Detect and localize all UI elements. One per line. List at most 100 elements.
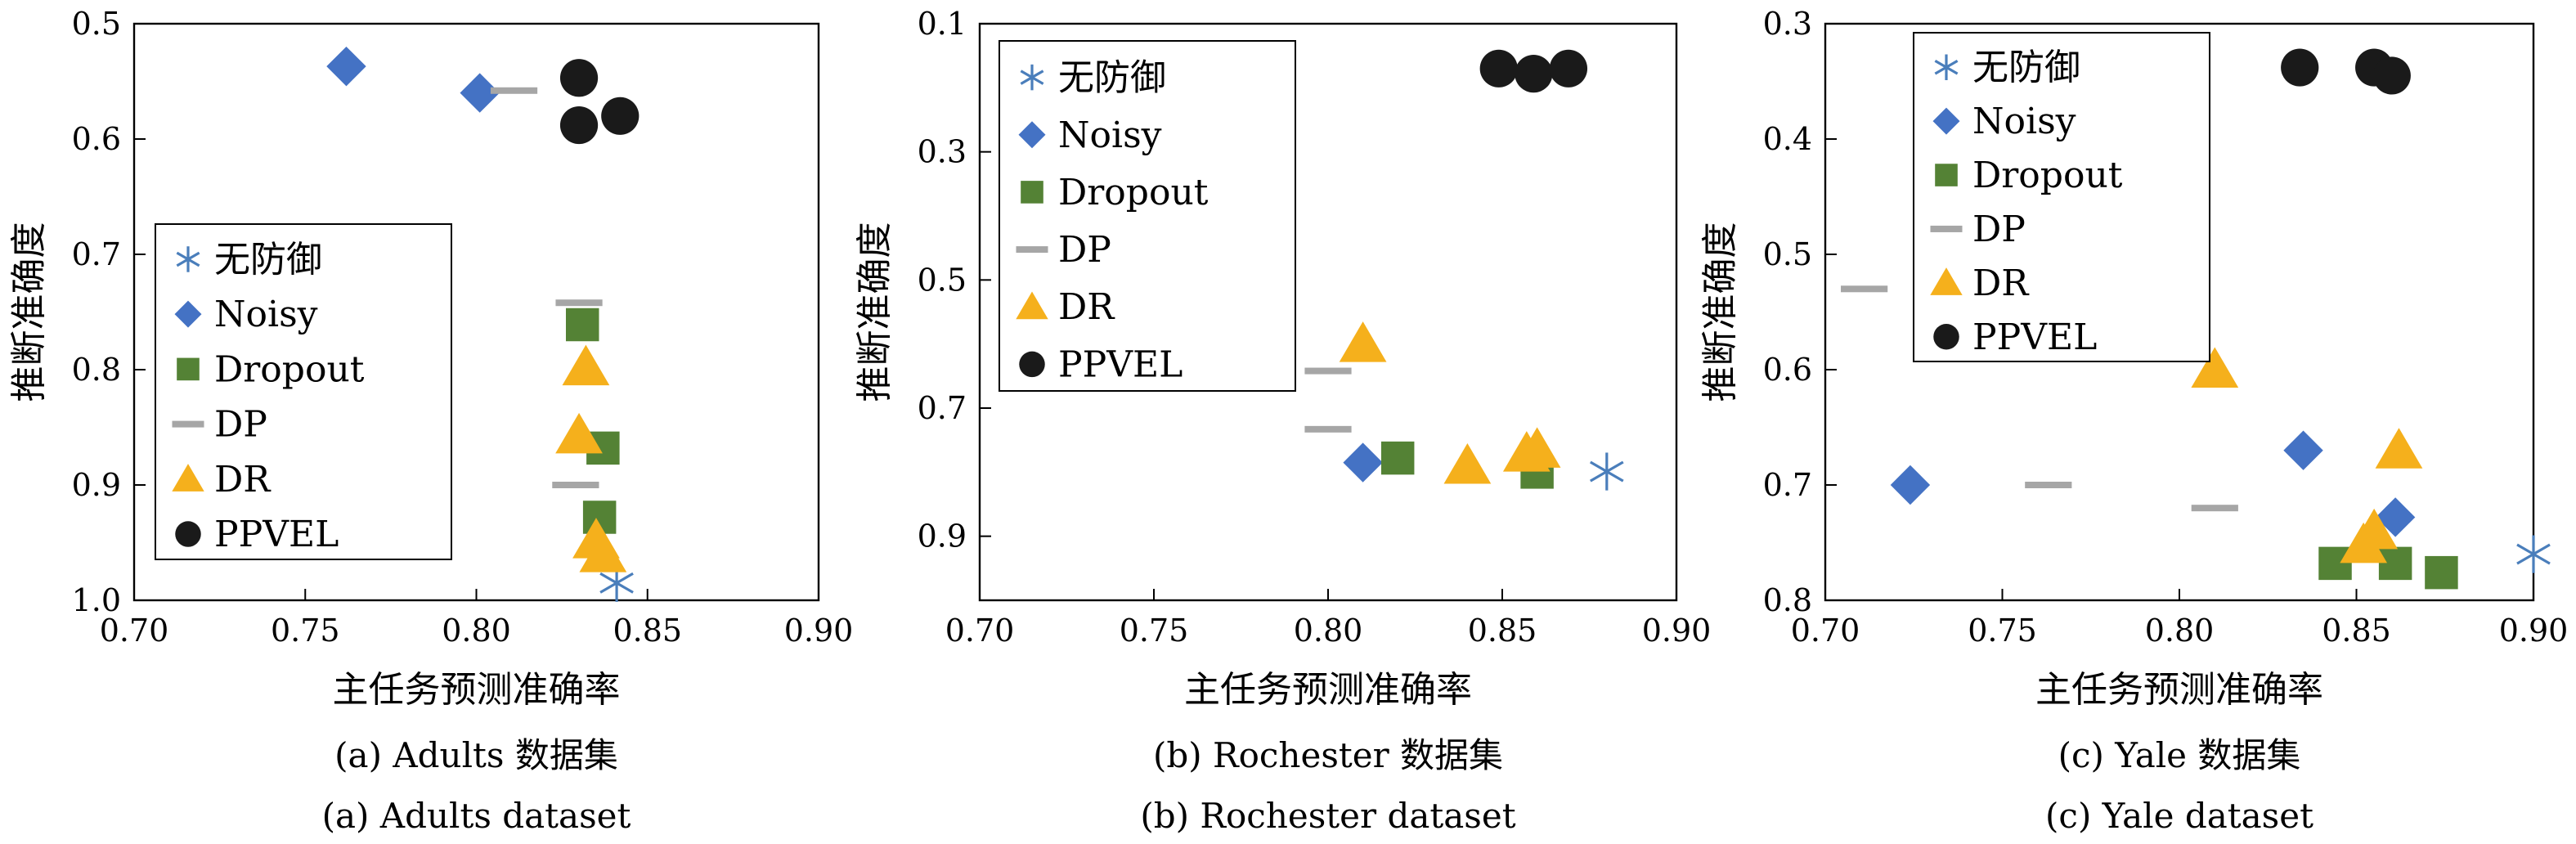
legend-box — [999, 40, 1296, 392]
y-tick-label: 0.6 — [72, 121, 121, 157]
data-point-noisy — [2375, 497, 2416, 537]
y-tick-label: 0.3 — [1763, 6, 1812, 42]
data-point-dp — [490, 87, 538, 94]
y-tick-label: 0.6 — [1763, 352, 1812, 388]
caption-cn: (b) Rochester 数据集 — [1153, 735, 1503, 775]
legend-label: PPVEL — [214, 514, 339, 555]
y-tick-label: 0.9 — [918, 519, 967, 554]
legend-marker — [1933, 324, 1959, 350]
y-tick-label: 0.8 — [72, 352, 121, 388]
x-tick-label: 0.80 — [1294, 613, 1363, 649]
data-point-dr — [2375, 428, 2423, 469]
y-tick-label: 0.7 — [1763, 467, 1812, 503]
x-tick-label: 0.85 — [1468, 613, 1537, 649]
x-axis-label: 主任务预测准确率 — [333, 669, 621, 711]
x-tick-label: 0.80 — [2145, 613, 2215, 649]
legend-label: DR — [1058, 286, 1115, 328]
data-point-dp — [2025, 482, 2072, 488]
x-tick-label: 0.85 — [2322, 613, 2391, 649]
data-point-ppvel — [1479, 49, 1518, 88]
data-point-noisy — [1890, 465, 1931, 505]
data-point-dr — [555, 412, 603, 454]
legend-label: 无防御 — [214, 239, 322, 281]
x-axis-label: 主任务预测准确率 — [2035, 669, 2323, 711]
x-tick-label: 0.70 — [1791, 613, 1860, 649]
x-tick-label: 0.75 — [1968, 613, 2037, 649]
data-point-none — [2516, 535, 2551, 573]
data-point-dr — [1339, 321, 1387, 362]
legend-label: Noisy — [1058, 114, 1162, 156]
data-point-ppvel — [2372, 56, 2411, 95]
data-point-ppvel — [559, 106, 599, 145]
legend: 无防御 Noisy Dropout DP DR PPVEL — [1913, 32, 2210, 362]
x-tick-label: 0.80 — [442, 613, 511, 649]
y-tick-label: 0.4 — [1763, 121, 1812, 157]
data-point-dp — [1304, 425, 1352, 433]
legend-box — [1913, 32, 2210, 362]
legend-marker — [1930, 225, 1963, 232]
data-point-dr — [562, 344, 610, 386]
chart-panel-3: 0.70 0.75 0.80 0.85 0.90 0.3 0.4 0.5 0.6 0.7 0.8 主任… — [1699, 6, 2568, 836]
legend-label: Noisy — [1972, 101, 2076, 142]
x-tick-label: 0.75 — [271, 613, 340, 649]
legend-marker — [1016, 246, 1048, 254]
data-point-dropout — [2378, 546, 2412, 581]
y-tick-label: 0.5 — [918, 262, 967, 298]
caption-en: (b) Rochester dataset — [1140, 796, 1515, 836]
legend-marker — [1935, 164, 1958, 186]
data-point-dp — [2191, 505, 2238, 512]
legend-marker — [177, 357, 200, 381]
legend-box — [155, 223, 452, 560]
data-point-ppvel — [559, 59, 599, 97]
y-tick-label: 0.1 — [918, 6, 967, 42]
legend: 无防御 Noisy Dropout DP DR PPVEL — [155, 223, 452, 560]
legend-label: DP — [214, 404, 267, 446]
data-point-noisy — [2283, 430, 2323, 470]
y-tick-label: 0.5 — [72, 6, 121, 42]
legend-marker — [174, 300, 202, 328]
legend-marker — [176, 246, 200, 272]
legend-marker — [172, 420, 204, 428]
caption-cn: (c) Yale 数据集 — [2058, 735, 2301, 775]
legend-label: Noisy — [214, 294, 318, 335]
data-point-ppvel — [1515, 55, 1553, 93]
data-point-dp — [1841, 285, 1888, 293]
legend-label: 无防御 — [1058, 57, 1166, 99]
legend-label: PPVEL — [1058, 343, 1183, 385]
data-point-noisy — [460, 73, 500, 113]
data-point-dp — [552, 482, 599, 488]
legend-marker — [1930, 267, 1963, 295]
x-tick-label: 0.85 — [613, 613, 682, 649]
legend-label: Dropout — [214, 348, 365, 390]
data-point-ppvel — [2281, 48, 2319, 87]
data-point-dr — [1513, 427, 1561, 468]
y-axis-label: 推断准确度 — [8, 222, 50, 402]
caption-en: (c) Yale dataset — [2045, 796, 2313, 836]
legend-label: DP — [1058, 229, 1111, 271]
data-point-noisy — [326, 46, 366, 87]
chart-panel-1: 0.70 0.75 0.80 0.85 0.90 0.5 0.6 0.7 0.8 0.9 1.0 主任… — [8, 6, 853, 836]
legend: 无防御 Noisy Dropout DP DR PPVEL — [999, 40, 1296, 392]
legend-marker — [1021, 181, 1043, 204]
data-point-dropout — [1380, 441, 1415, 475]
legend-label: DR — [1972, 263, 2030, 304]
data-point-ppvel — [601, 97, 640, 135]
legend-marker — [1016, 291, 1048, 320]
legend-marker — [1934, 54, 1959, 80]
y-tick-label: 0.8 — [1763, 582, 1812, 618]
legend-label: Dropout — [1972, 155, 2123, 196]
data-point-none — [1589, 452, 1624, 491]
data-point-dp — [1304, 367, 1352, 375]
chart-panel-2: 0.70 0.75 0.80 0.85 0.90 0.1 0.3 0.5 0.7 0.9 主任务预测… — [854, 6, 1711, 836]
caption-en: (a) Adults dataset — [322, 796, 631, 836]
data-point-dr — [2191, 347, 2239, 388]
legend-marker — [1932, 107, 1960, 135]
legend-label: Dropout — [1058, 172, 1209, 213]
data-point-dr — [579, 532, 627, 572]
legend-label: DP — [1972, 209, 2026, 250]
data-point-dp — [555, 299, 603, 307]
legend-label: 无防御 — [1972, 47, 2080, 88]
y-tick-label: 0.9 — [72, 467, 121, 503]
data-point-dr — [1443, 443, 1492, 484]
